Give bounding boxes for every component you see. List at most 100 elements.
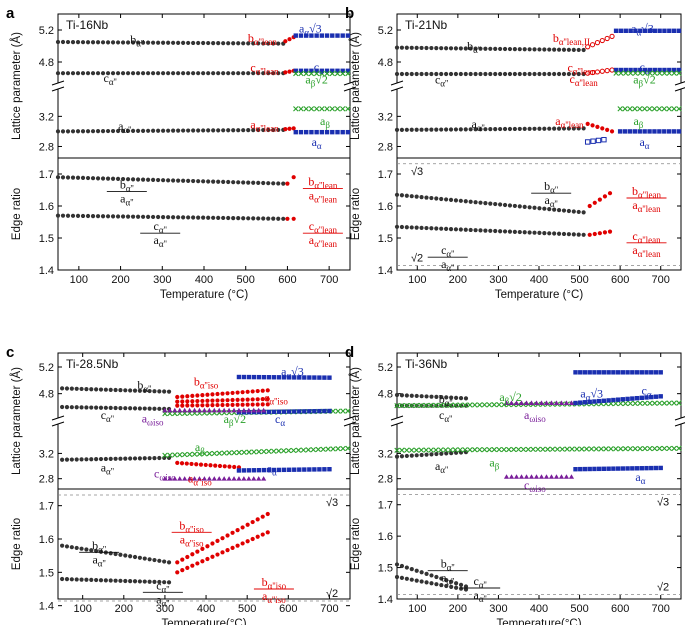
data-point <box>297 375 302 380</box>
data-series <box>293 68 351 73</box>
data-series <box>394 192 586 215</box>
data-point <box>261 41 266 46</box>
data-point <box>424 127 429 132</box>
data-point <box>210 403 215 408</box>
data-series <box>503 474 575 479</box>
data-point <box>191 407 198 413</box>
data-point <box>602 230 608 235</box>
data-point <box>399 393 405 398</box>
series-label: aα <box>267 462 277 478</box>
data-point <box>589 42 596 48</box>
y-tick-label: 2.8 <box>39 474 54 486</box>
data-point <box>205 403 210 408</box>
data-point <box>637 445 643 452</box>
data-point <box>319 129 325 135</box>
data-point <box>175 399 180 404</box>
data-series <box>394 71 586 77</box>
data-series <box>60 386 172 394</box>
data-point <box>584 139 591 145</box>
data-point <box>488 46 493 51</box>
x-tick-label: 400 <box>530 274 548 286</box>
data-point <box>592 370 597 375</box>
data-point <box>639 395 644 401</box>
data-point <box>208 463 213 468</box>
x-tick-label: 700 <box>320 274 338 286</box>
data-point <box>152 389 157 394</box>
data-point <box>221 71 226 76</box>
data-point <box>488 228 493 233</box>
data-point <box>135 71 141 76</box>
data-point <box>532 47 537 52</box>
series-label: cα'' <box>154 219 168 235</box>
data-point <box>414 568 419 573</box>
data-point <box>606 370 611 375</box>
data-point <box>281 375 287 380</box>
data-point <box>468 227 473 233</box>
data-point <box>80 213 86 219</box>
data-point <box>345 106 351 112</box>
data-point <box>556 71 562 77</box>
data-point <box>266 409 272 415</box>
data-point <box>225 548 230 553</box>
data-point <box>517 47 522 52</box>
data-series <box>587 191 613 209</box>
data-point <box>419 579 424 584</box>
data-series <box>613 28 682 33</box>
data-point <box>176 40 181 45</box>
data-point <box>75 129 81 134</box>
data-point <box>545 446 551 452</box>
data-point <box>329 106 335 112</box>
data-point <box>79 405 84 410</box>
data-point <box>231 180 236 185</box>
data-point <box>226 450 232 456</box>
edge-ratio-plot-frame <box>57 157 351 271</box>
data-series <box>55 213 286 221</box>
data-point <box>483 71 488 77</box>
data-point <box>498 202 503 207</box>
data-point <box>468 46 473 51</box>
data-point <box>118 388 123 393</box>
data-point <box>98 456 104 462</box>
data-point <box>255 402 260 407</box>
data-point <box>287 37 292 42</box>
y-tick-label: 1.5 <box>378 233 393 245</box>
data-point <box>671 129 677 134</box>
data-point <box>175 570 180 575</box>
data-point <box>176 215 181 220</box>
data-point <box>191 178 196 184</box>
data-point <box>520 446 527 453</box>
axis-break-mark <box>390 415 404 427</box>
data-point <box>245 397 250 402</box>
data-point <box>216 71 221 76</box>
data-point <box>478 71 483 77</box>
data-point <box>89 387 94 392</box>
data-point <box>649 370 654 375</box>
data-point <box>662 67 667 73</box>
data-point <box>115 40 121 45</box>
data-point <box>587 232 592 237</box>
data-point <box>79 546 84 551</box>
data-point <box>617 106 623 112</box>
data-point <box>409 577 414 582</box>
data-point <box>600 126 605 131</box>
data-point <box>108 551 113 556</box>
data-point <box>120 214 126 219</box>
data-point <box>60 39 66 45</box>
data-point <box>293 70 299 77</box>
data-point <box>191 215 196 220</box>
y-tick-label: 4.8 <box>39 57 54 69</box>
data-point <box>463 127 468 132</box>
data-point <box>215 398 220 403</box>
data-point <box>413 402 420 409</box>
data-point <box>548 474 555 479</box>
data-point <box>653 465 659 471</box>
data-point <box>115 214 121 219</box>
data-point <box>226 407 232 413</box>
data-point <box>118 552 123 557</box>
data-point <box>647 400 653 406</box>
data-point <box>181 40 186 45</box>
data-point <box>340 68 345 73</box>
data-point <box>622 400 629 407</box>
data-point <box>547 47 552 52</box>
data-point <box>201 407 208 413</box>
